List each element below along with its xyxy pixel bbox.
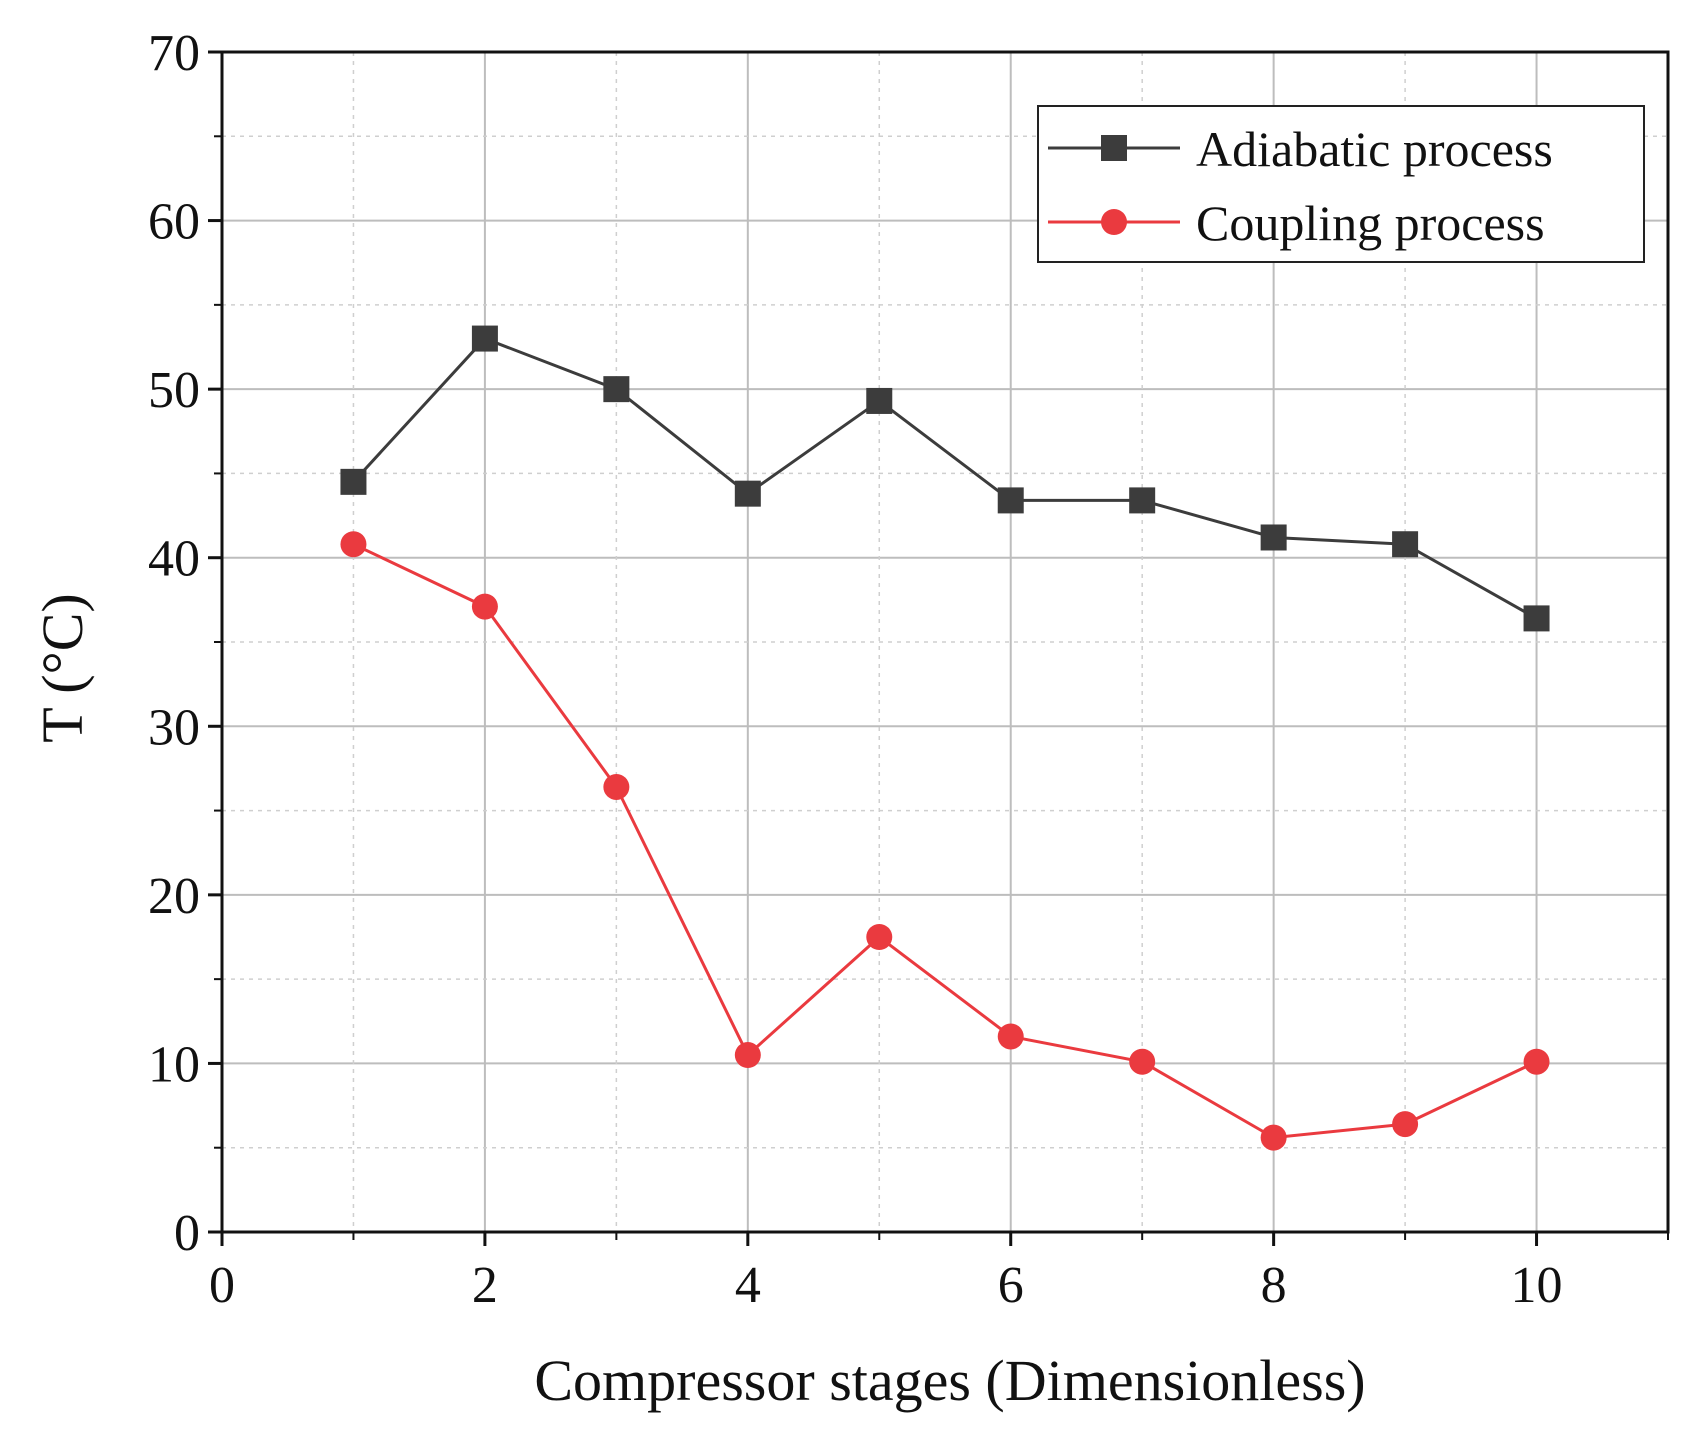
legend: Adiabatic process Coupling process: [1037, 105, 1645, 263]
data-point-adiabatic: [471, 325, 498, 352]
data-point-adiabatic: [603, 376, 630, 403]
x-tick-label: 10: [1511, 1257, 1563, 1314]
y-tick-label: 10: [148, 1036, 200, 1093]
x-tick-label: 8: [1261, 1257, 1287, 1314]
data-point-adiabatic: [1392, 531, 1419, 558]
legend-label-coupling: Coupling process: [1196, 195, 1545, 251]
y-tick-label: 30: [148, 699, 200, 756]
ticks-layer: 0 2 4 6 8 10 0 10 20 30 40 50 60 70: [148, 25, 1669, 1314]
data-point-adiabatic: [1129, 487, 1156, 514]
grid-layer: [222, 52, 1668, 1232]
y-axis-title: T (°C): [30, 593, 95, 742]
legend-marker-coupling: [1101, 209, 1127, 235]
data-point-coupling: [340, 531, 367, 558]
data-point-adiabatic: [1260, 524, 1287, 551]
x-tick-label: 4: [735, 1257, 761, 1314]
x-tick-label: 6: [998, 1257, 1024, 1314]
data-point-coupling: [603, 773, 630, 800]
data-point-coupling: [997, 1023, 1024, 1050]
data-point-coupling: [471, 593, 498, 620]
y-tick-label: 0: [174, 1205, 200, 1262]
data-point-adiabatic: [1523, 605, 1550, 632]
data-point-coupling: [734, 1042, 761, 1068]
data-point-adiabatic: [340, 468, 367, 495]
y-tick-label: 20: [148, 868, 200, 925]
x-tick-label: 2: [472, 1257, 498, 1314]
legend-box: [1037, 105, 1645, 263]
data-point-coupling: [866, 924, 893, 950]
series-line-1: [352, 542, 1538, 1140]
data-point-coupling: [1523, 1048, 1550, 1075]
y-tick-label: 60: [148, 194, 200, 251]
data-point-coupling: [1129, 1048, 1156, 1075]
y-tick-label: 70: [148, 25, 200, 82]
data-point-coupling: [1392, 1111, 1419, 1138]
data-point-adiabatic: [997, 487, 1024, 514]
y-tick-label: 50: [148, 362, 200, 419]
data-point-adiabatic: [734, 480, 761, 507]
legend-marker-adiabatic: [1101, 135, 1127, 161]
data-point-adiabatic: [866, 387, 893, 414]
legend-label-adiabatic: Adiabatic process: [1196, 121, 1553, 177]
data-point-coupling: [1260, 1124, 1287, 1151]
series-line-0: [352, 336, 1538, 620]
x-tick-label: 0: [209, 1257, 235, 1314]
y-tick-label: 40: [148, 531, 200, 588]
x-axis-title: Compressor stages (Dimensionless): [534, 1348, 1365, 1413]
series-layer: [340, 325, 1550, 1151]
